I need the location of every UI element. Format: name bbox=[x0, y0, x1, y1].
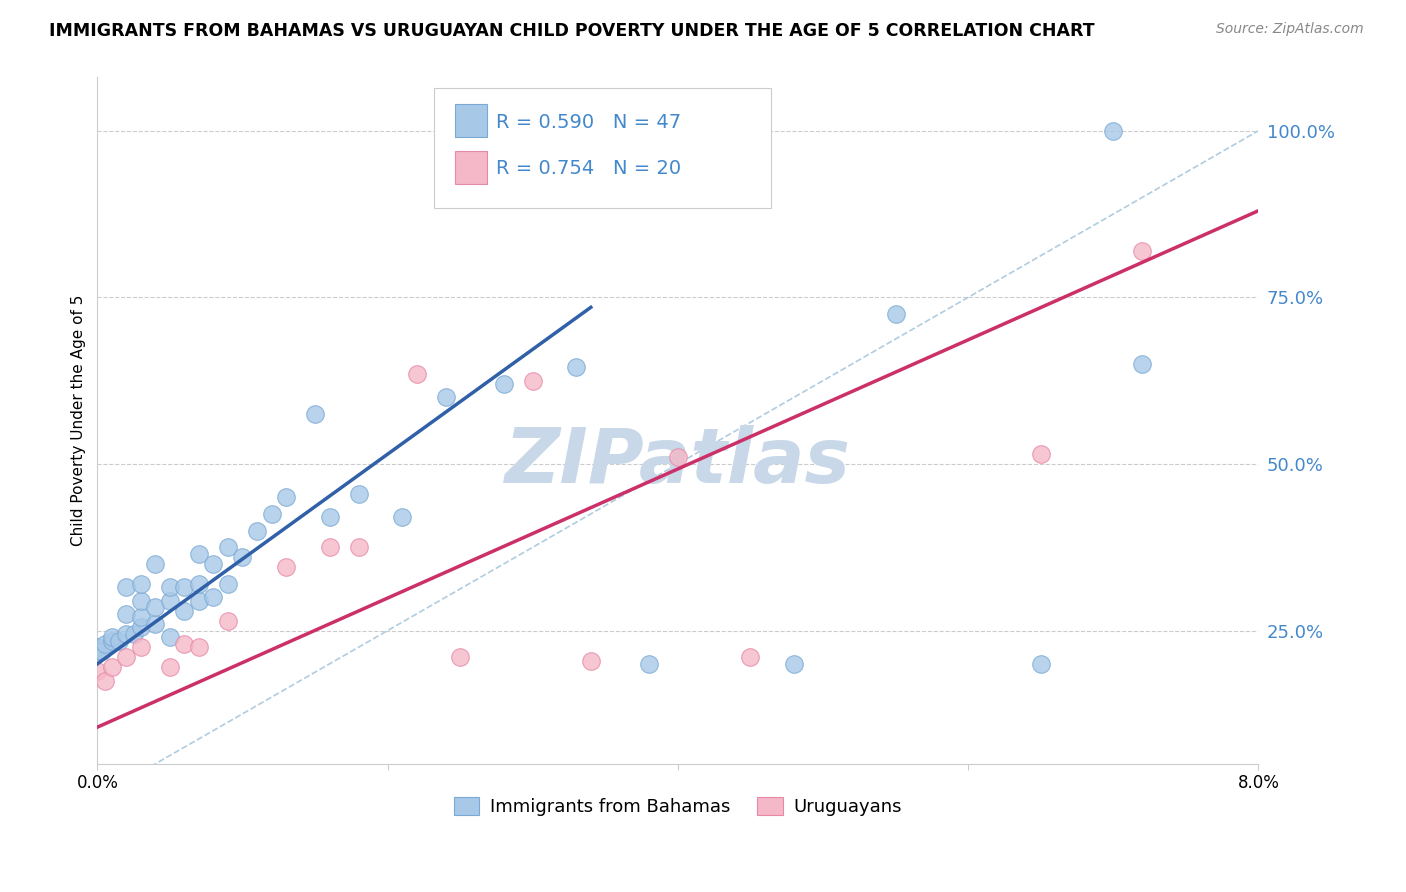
Point bbox=[173, 580, 195, 594]
Point bbox=[115, 580, 138, 594]
Point bbox=[93, 673, 115, 688]
Point bbox=[108, 633, 131, 648]
Point bbox=[434, 390, 457, 404]
Point bbox=[187, 547, 209, 561]
Point bbox=[783, 657, 806, 671]
Point bbox=[93, 637, 115, 651]
Point bbox=[260, 507, 283, 521]
Text: R = 0.590   N = 47: R = 0.590 N = 47 bbox=[495, 112, 681, 131]
Point bbox=[159, 630, 181, 644]
Point bbox=[318, 510, 340, 524]
Point bbox=[579, 654, 602, 668]
Point bbox=[1102, 124, 1125, 138]
Legend: Immigrants from Bahamas, Uruguayans: Immigrants from Bahamas, Uruguayans bbox=[447, 790, 910, 823]
Point bbox=[637, 657, 659, 671]
Point bbox=[145, 557, 167, 571]
Point bbox=[217, 541, 239, 555]
Point bbox=[115, 627, 138, 641]
Point bbox=[129, 593, 152, 607]
Text: ZIPatlas: ZIPatlas bbox=[505, 425, 851, 499]
Point bbox=[129, 620, 152, 634]
Point bbox=[145, 616, 167, 631]
Text: IMMIGRANTS FROM BAHAMAS VS URUGUAYAN CHILD POVERTY UNDER THE AGE OF 5 CORRELATIO: IMMIGRANTS FROM BAHAMAS VS URUGUAYAN CHI… bbox=[49, 22, 1095, 40]
Point bbox=[1130, 244, 1153, 258]
FancyBboxPatch shape bbox=[456, 104, 488, 137]
Point bbox=[274, 560, 297, 574]
Point bbox=[101, 630, 124, 644]
Point bbox=[159, 660, 181, 674]
Point bbox=[173, 603, 195, 617]
Text: R = 0.754   N = 20: R = 0.754 N = 20 bbox=[495, 160, 681, 178]
Point bbox=[202, 557, 225, 571]
Point bbox=[217, 577, 239, 591]
FancyBboxPatch shape bbox=[456, 151, 488, 184]
Point bbox=[391, 510, 413, 524]
Point bbox=[246, 524, 269, 538]
Point bbox=[187, 577, 209, 591]
Point bbox=[202, 591, 225, 605]
Point bbox=[740, 650, 762, 665]
Point bbox=[522, 374, 544, 388]
Point bbox=[129, 640, 152, 655]
Point bbox=[173, 637, 195, 651]
Point bbox=[145, 600, 167, 615]
Point bbox=[318, 541, 340, 555]
Y-axis label: Child Poverty Under the Age of 5: Child Poverty Under the Age of 5 bbox=[72, 295, 86, 546]
Point bbox=[347, 487, 370, 501]
Point bbox=[122, 627, 145, 641]
Point bbox=[274, 490, 297, 504]
Point bbox=[492, 376, 515, 391]
Point bbox=[159, 580, 181, 594]
FancyBboxPatch shape bbox=[434, 87, 770, 208]
Point bbox=[405, 367, 427, 381]
Point bbox=[129, 610, 152, 624]
Point bbox=[101, 660, 124, 674]
Point bbox=[187, 640, 209, 655]
Text: Source: ZipAtlas.com: Source: ZipAtlas.com bbox=[1216, 22, 1364, 37]
Point bbox=[115, 607, 138, 621]
Point bbox=[1130, 357, 1153, 371]
Point bbox=[115, 650, 138, 665]
Point bbox=[86, 643, 108, 657]
Point bbox=[1029, 447, 1052, 461]
Point bbox=[90, 643, 112, 657]
Point bbox=[666, 450, 689, 465]
Point bbox=[217, 614, 239, 628]
Point bbox=[187, 593, 209, 607]
Point bbox=[347, 541, 370, 555]
Point bbox=[884, 307, 907, 321]
Point bbox=[304, 407, 326, 421]
Point bbox=[86, 640, 108, 655]
Point bbox=[565, 360, 588, 375]
Point bbox=[86, 664, 108, 678]
Point bbox=[449, 650, 471, 665]
Point bbox=[1029, 657, 1052, 671]
Point bbox=[231, 550, 253, 565]
Point bbox=[129, 577, 152, 591]
Point bbox=[101, 633, 124, 648]
Point bbox=[159, 593, 181, 607]
